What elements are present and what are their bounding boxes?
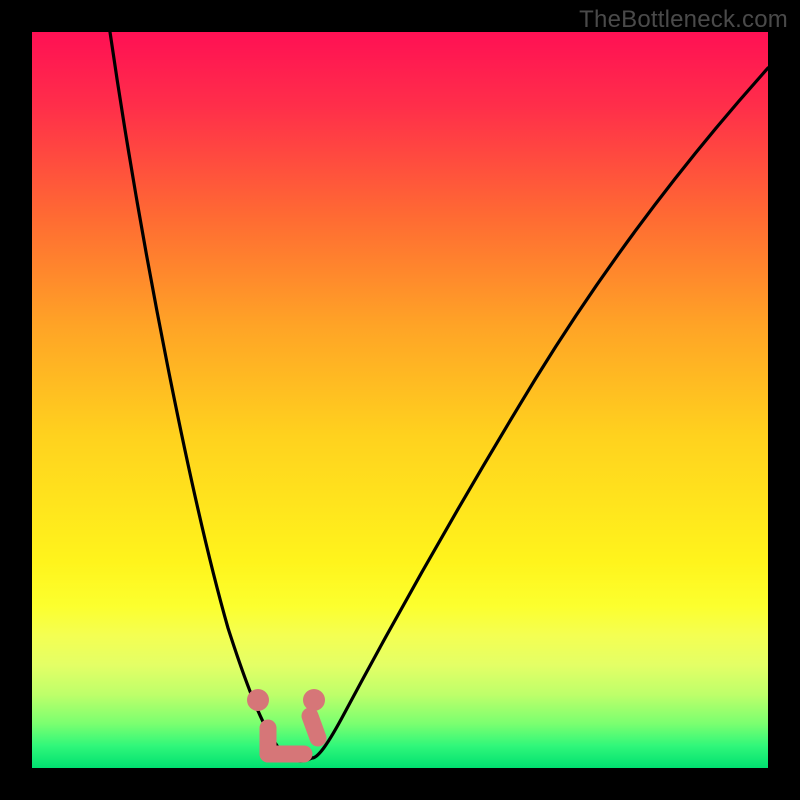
plot-area [32, 32, 768, 768]
curve-layer [32, 32, 768, 768]
curve-right [312, 68, 768, 758]
curve-left [110, 32, 290, 758]
marker-tail [310, 716, 318, 738]
marker-dot-0 [247, 689, 269, 711]
marker-dot-1 [303, 689, 325, 711]
chart-root: TheBottleneck.com [0, 0, 800, 800]
watermark-text: TheBottleneck.com [579, 6, 788, 34]
